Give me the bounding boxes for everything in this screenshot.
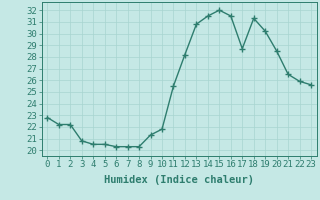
X-axis label: Humidex (Indice chaleur): Humidex (Indice chaleur): [104, 175, 254, 185]
